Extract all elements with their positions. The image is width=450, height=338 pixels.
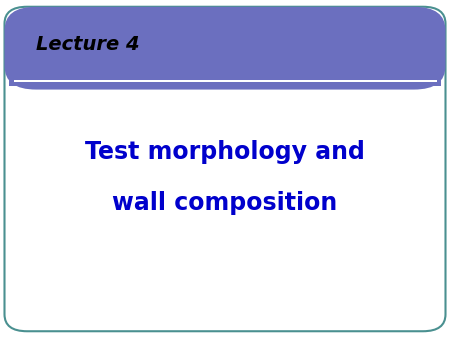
Text: Lecture 4: Lecture 4 [36,35,140,54]
Text: Test morphology and: Test morphology and [85,140,365,164]
FancyBboxPatch shape [4,7,446,90]
Bar [14,80,436,82]
Text: wall composition: wall composition [112,191,338,215]
Bar [9,52,441,86]
FancyBboxPatch shape [4,7,446,331]
